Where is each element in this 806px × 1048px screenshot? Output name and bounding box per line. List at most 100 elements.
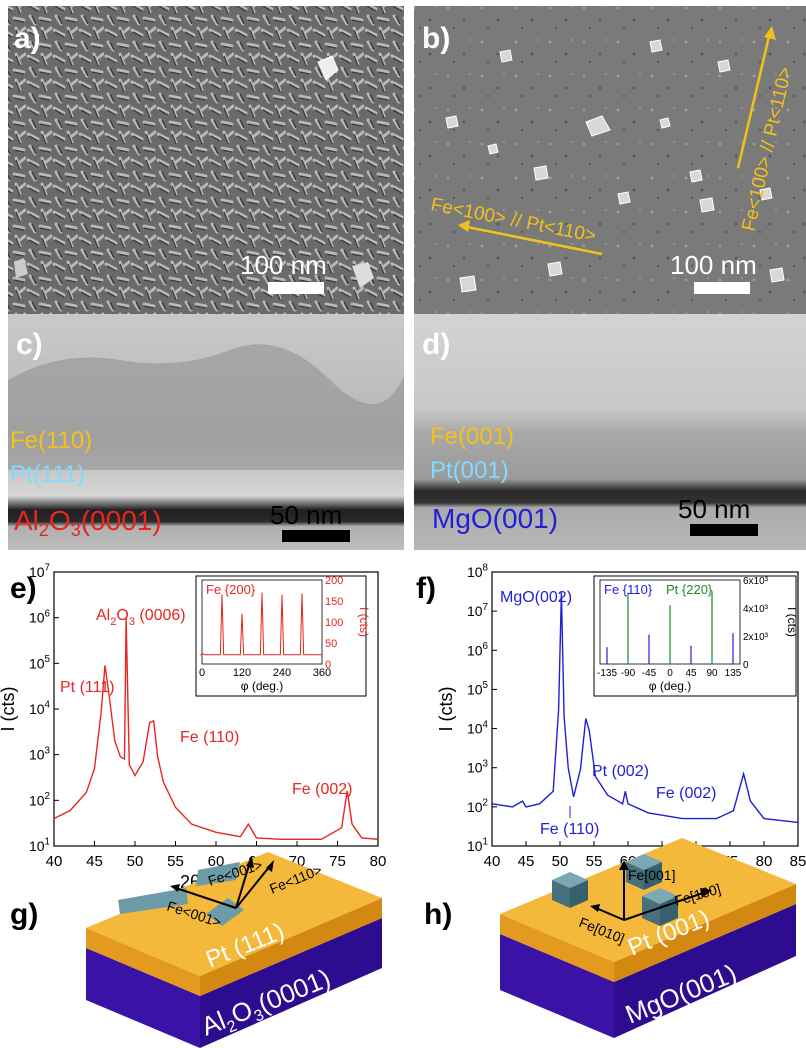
panel-e-series-line — [53, 617, 379, 840]
panel-e-inset-xtick-label: 0 — [199, 667, 205, 679]
panel-f-inset-ytick-label: 2x10³ — [743, 632, 769, 643]
panel-g-fe-island-1 — [118, 888, 188, 914]
panel-f-xrd-chart: f) 4045505560657075808510110210310410510… — [416, 563, 806, 892]
panel-d-substrate: MgO(001) — [432, 503, 558, 534]
panel-e-xtick-label: 80 — [370, 853, 387, 870]
panel-g-fe-island-2 — [196, 862, 240, 886]
panel-b-scale-label: 100 nm — [670, 250, 757, 280]
panel-f-ytick-label: 104 — [467, 719, 489, 736]
panel-a-sem-image: a) 100 nm — [8, 6, 404, 314]
panel-d-scale-label: 50 nm — [678, 494, 750, 524]
panel-d-scalebar — [690, 524, 758, 536]
panel-e-inset-xtick-label: 360 — [313, 667, 331, 679]
panel-e-ytick-label: 102 — [29, 791, 50, 808]
panel-g-fe-island-3 — [206, 898, 244, 926]
panel-e-inset-ylabel: I (cts) — [357, 607, 371, 637]
panel-g-vector-1 — [235, 861, 251, 909]
panel-f-inset-ytick-label: 4x10³ — [743, 604, 769, 615]
panel-h-schematic: h) Fe[001] Fe[100] Fe[010] Pt (001) — [424, 838, 796, 1038]
panel-e-xtick-label: 45 — [86, 853, 103, 870]
panel-e-peak-pt-label: Pt (111) — [60, 679, 115, 696]
panel-e-inset-ytick-label: 100 — [325, 617, 343, 629]
panel-f-ytick-label: 101 — [467, 837, 488, 854]
panel-g-vector-3 — [235, 865, 271, 909]
panel-e-xtick-label: 50 — [127, 853, 144, 870]
panel-f-inset-xtick-label: 0 — [667, 668, 673, 679]
panel-g-substrate-left — [86, 948, 200, 1048]
panel-g-vector-2 — [175, 887, 237, 909]
panel-e-peak-al-label: Al2O3 (0006) — [96, 607, 186, 628]
panel-f-inset-xtick-label: -135 — [597, 668, 617, 679]
panel-b-letter: b) — [422, 22, 450, 55]
panel-a-letter: a) — [14, 22, 41, 55]
panel-h-fe-cube-2 — [626, 854, 662, 890]
panel-e-xtick-label: 60 — [208, 853, 225, 870]
panel-h-substrate-left — [500, 934, 614, 1038]
panel-e-ytick-label: 105 — [29, 654, 51, 671]
panel-e-inset-ytick-label: 0 — [325, 659, 331, 671]
panel-f-ytick-label: 105 — [467, 680, 489, 697]
panel-h-fe-cube-1 — [552, 872, 588, 908]
panel-b-arrow-1 — [461, 224, 603, 256]
panel-f-xtick-label: 80 — [756, 853, 773, 870]
panel-a-scalebar — [268, 282, 324, 294]
panel-f-xtick-label: 50 — [552, 853, 569, 870]
panel-f-inset-ytick-label: 0 — [743, 660, 749, 671]
panel-g-pt-left — [86, 928, 200, 996]
panel-e-xrd-chart: e) 4045505560657075801011021031041051061… — [0, 563, 386, 892]
panel-f-ytick-label: 102 — [467, 798, 488, 815]
panel-e-xtick-label: 40 — [46, 853, 63, 870]
panel-c-layer-pt: Pt(111) — [10, 461, 85, 488]
panel-f-letter: f) — [416, 572, 436, 605]
panel-h-vector-1-label: Fe[001] — [628, 867, 675, 883]
panel-c-tem-image: c) Fe(110) Pt(111) Al2O3(0001) 50 nm — [8, 314, 404, 550]
panel-e-inset-plot — [201, 579, 323, 665]
panel-a-scale-label: 100 nm — [240, 250, 327, 280]
panel-c-scale-label: 50 nm — [270, 500, 342, 530]
panel-c-scalebar — [282, 530, 350, 542]
panel-e-inset-series — [199, 592, 322, 656]
panel-e-inset-ytick-label: 200 — [325, 575, 343, 587]
panel-e-inset-ytick-label: 150 — [325, 596, 343, 608]
panel-d-letter: d) — [422, 328, 450, 361]
panel-e-inset-xtick-label: 240 — [273, 667, 291, 679]
panel-e-inset-ytick-label: 50 — [325, 638, 337, 650]
panel-f-ytick-label: 106 — [467, 641, 489, 658]
panel-c-substrate: Al2O3(0001) — [14, 505, 162, 540]
panel-f-xtick-label: 55 — [586, 853, 603, 870]
panel-f-inset-xlabel: φ (deg.) — [649, 679, 691, 693]
panel-g-substrate-right — [200, 918, 382, 1048]
panel-e-xtick-label: 55 — [167, 853, 184, 870]
panel-f-inset-xtick-label: 90 — [706, 668, 718, 679]
panel-f-ylabel: I (cts) — [436, 687, 456, 732]
panel-e-ytick-label: 103 — [29, 745, 51, 762]
panel-f-inset-xtick-label: -90 — [621, 668, 636, 679]
panel-e-ylabel: I (cts) — [0, 687, 18, 732]
panel-h-pt-right — [614, 884, 796, 982]
panel-f-inset-xtick-label: 45 — [685, 668, 697, 679]
panel-e-letter: e) — [10, 572, 37, 605]
panel-e-peak-fe110-label: Fe (110) — [180, 729, 239, 746]
panel-h-vector-3 — [595, 907, 625, 921]
panel-f-xtick-label: 85 — [790, 853, 806, 870]
panel-d-tem-image: d) Fe(001) Pt(001) MgO(001) 50 nm — [414, 314, 806, 550]
panel-f-peak-mgo-label: MgO(002) — [500, 589, 572, 606]
panel-f-peak-fe002-label: Fe (002) — [656, 785, 716, 802]
panel-f-peak-pt-label: Pt (002) — [592, 763, 649, 780]
panel-f-inset-ytick-label: 6x10³ — [743, 576, 769, 587]
panel-e-inset-xtick-label: 120 — [233, 667, 251, 679]
panel-f-inset-ylabel: I (cts) — [785, 607, 799, 637]
panel-f-ytick-label: 103 — [467, 758, 489, 775]
panel-d-layer-fe: Fe(001) — [430, 423, 514, 450]
panel-f-ytick-label: 107 — [467, 602, 488, 619]
panel-h-pt-left — [500, 914, 614, 982]
panel-f-xtick-label: 40 — [484, 853, 501, 870]
panel-e-ytick-label: 104 — [29, 700, 51, 717]
panel-b-sem-image: b) Fe<100> // Pt<110> Fe<100> // Pt<110>… — [414, 6, 806, 314]
panel-f-peak-fe110-label: Fe (110) — [540, 821, 599, 838]
panel-e-inset-title: Fe {200} — [206, 582, 256, 597]
panel-g-pt-right — [200, 898, 382, 996]
panel-d-layer-pt: Pt(001) — [430, 457, 509, 484]
panel-e-ytick-label: 107 — [29, 563, 50, 580]
